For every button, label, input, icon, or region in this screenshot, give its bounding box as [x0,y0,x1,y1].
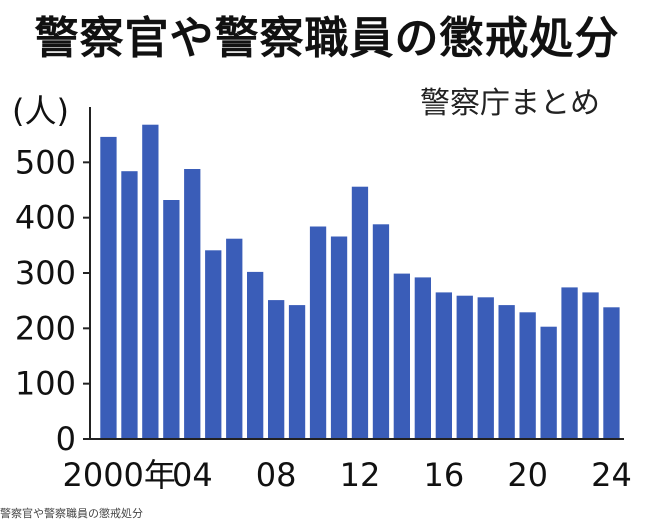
bar-2004 [184,169,201,439]
bar-2014 [393,273,410,439]
bar-2001 [121,171,138,439]
bar-2000 [100,136,117,439]
x-tick-label: 20 [507,456,548,494]
y-tick-label: 500 [15,143,76,181]
x-tick-label: 08 [256,456,297,494]
chart-title: 警察官や警察職員の懲戒処分 [34,13,620,64]
bar-2017 [456,295,473,439]
bar-2011 [330,236,348,439]
axes [89,107,624,440]
x-tick-label: 16 [423,456,464,494]
bar-2024 [603,307,620,439]
bar-2016 [435,292,452,439]
bar-2018 [477,297,494,439]
bar-2020 [519,312,536,439]
y-tick-label: 400 [15,199,76,237]
bar-2009 [288,305,306,439]
bar-2013 [372,224,390,439]
bar-2006 [226,238,243,439]
bar-2012 [351,186,369,439]
bar-2019 [498,305,515,439]
bar-2005 [205,250,222,439]
x-tick-label: 04 [172,456,213,494]
x-tick-label: 24 [591,456,632,494]
y-tick-label: 0 [56,420,76,458]
y-tick-label: 200 [15,309,76,347]
image-caption: 警察官や警察職員の懲戒処分 [0,507,143,520]
source-note: 警察庁まとめ [420,86,600,121]
x-tick-label: 2000年 [62,456,175,494]
bar-2022 [561,287,578,439]
bar-2015 [414,277,431,439]
y-axis: 0 100 200 300 400 500 [15,143,90,458]
bar-2008 [268,300,285,439]
bar-2010 [309,226,327,439]
bar-2002 [142,124,159,439]
bar-2007 [247,271,264,439]
x-tick-label: 12 [340,456,381,494]
bar-2023 [582,292,599,439]
y-tick-label: 300 [15,254,76,292]
bar-2003 [163,200,180,439]
y-tick-label: 100 [15,365,76,403]
bars [100,124,620,439]
bar-2021 [540,326,557,439]
y-axis-unit: (人) [12,92,69,130]
